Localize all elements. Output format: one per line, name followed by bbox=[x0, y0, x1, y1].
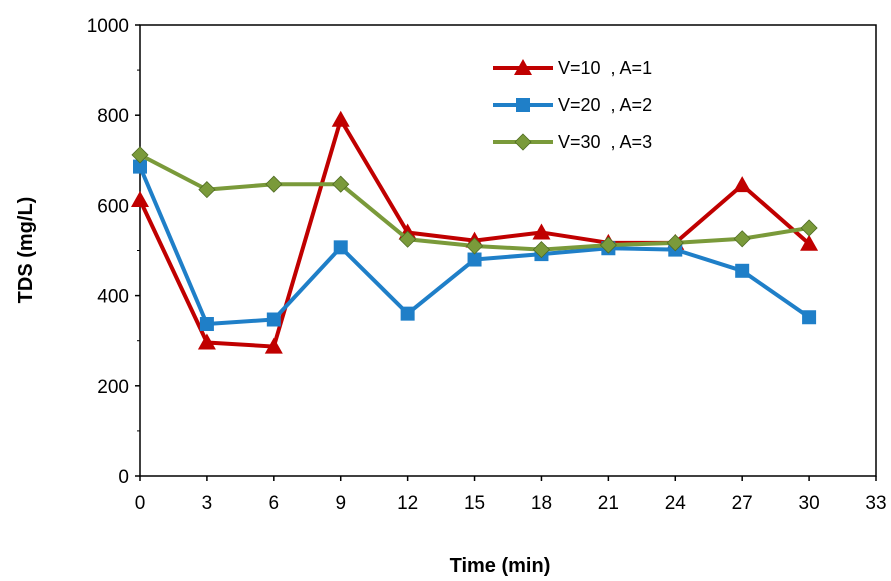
diamond-marker bbox=[666, 234, 684, 252]
x-tick-label: 0 bbox=[135, 493, 146, 514]
diamond-marker bbox=[399, 230, 417, 248]
square-marker bbox=[516, 98, 530, 112]
legend: V=10 , A=1 V=20 , A=2 V=30 , A=3 bbox=[493, 58, 652, 152]
triangle-marker bbox=[331, 110, 350, 127]
square-marker bbox=[467, 252, 482, 267]
x-axis-title: Time (min) bbox=[450, 555, 551, 577]
triangle-marker bbox=[197, 333, 216, 350]
y-tick-label: 600 bbox=[97, 196, 129, 217]
diamond-marker bbox=[532, 241, 551, 259]
triangle-marker bbox=[131, 190, 149, 207]
diamond-marker bbox=[265, 175, 283, 193]
x-tick-label: 21 bbox=[598, 493, 619, 514]
x-tick-label: 9 bbox=[335, 493, 346, 514]
x-tick-label: 24 bbox=[665, 493, 687, 514]
y-tick-label: 800 bbox=[97, 106, 129, 127]
axes: 0 200 400 600 800 1000 0 3 6 9 12 15 18 21 24 27 30 33 bbox=[87, 16, 887, 514]
series-3 bbox=[131, 146, 818, 259]
plot-area bbox=[139, 24, 877, 477]
square-marker bbox=[802, 310, 817, 325]
diamond-marker bbox=[332, 175, 350, 193]
x-tick-label: 15 bbox=[464, 493, 485, 514]
legend-label: V=10 , A=1 bbox=[558, 58, 652, 78]
diamond-marker bbox=[599, 236, 617, 254]
x-tick-label: 33 bbox=[865, 493, 886, 514]
y-tick-label: 0 bbox=[118, 467, 129, 488]
plot-frame bbox=[139, 24, 877, 477]
triangle-marker bbox=[800, 234, 819, 251]
legend-item: V=30 , A=3 bbox=[493, 132, 652, 152]
x-tick-label: 27 bbox=[732, 493, 753, 514]
diamond-marker bbox=[800, 219, 818, 237]
legend-label: V=20 , A=2 bbox=[558, 95, 652, 115]
diamond-marker bbox=[131, 146, 149, 164]
y-tick-label: 200 bbox=[97, 377, 129, 398]
triangle-marker bbox=[532, 223, 551, 240]
diamond-marker bbox=[733, 230, 751, 248]
triangle-marker bbox=[733, 176, 752, 193]
diamond-marker bbox=[198, 181, 216, 199]
series-layer bbox=[131, 110, 819, 354]
square-marker bbox=[333, 240, 348, 255]
square-marker bbox=[133, 159, 147, 174]
x-tick-label: 12 bbox=[397, 493, 418, 514]
x-tick-label: 18 bbox=[531, 493, 552, 514]
triangle-marker bbox=[514, 59, 532, 75]
square-marker bbox=[735, 263, 750, 278]
legend-item: V=20 , A=2 bbox=[493, 95, 652, 115]
y-tick-label: 1000 bbox=[87, 16, 129, 37]
x-tick-label: 30 bbox=[799, 493, 820, 514]
series-1 bbox=[131, 110, 819, 354]
diamond-marker bbox=[465, 237, 484, 255]
square-marker bbox=[266, 312, 281, 327]
square-marker bbox=[199, 317, 214, 332]
x-tick-label: 6 bbox=[269, 493, 280, 514]
legend-label: V=30 , A=3 bbox=[558, 132, 652, 152]
square-marker bbox=[400, 306, 415, 321]
triangle-marker bbox=[264, 337, 283, 354]
y-axis-title: TDS (mg/L) bbox=[15, 197, 37, 304]
diamond-marker bbox=[514, 133, 532, 151]
y-tick-label: 400 bbox=[97, 287, 129, 308]
legend-item: V=10 , A=1 bbox=[493, 58, 652, 78]
x-tick-label: 3 bbox=[202, 493, 213, 514]
